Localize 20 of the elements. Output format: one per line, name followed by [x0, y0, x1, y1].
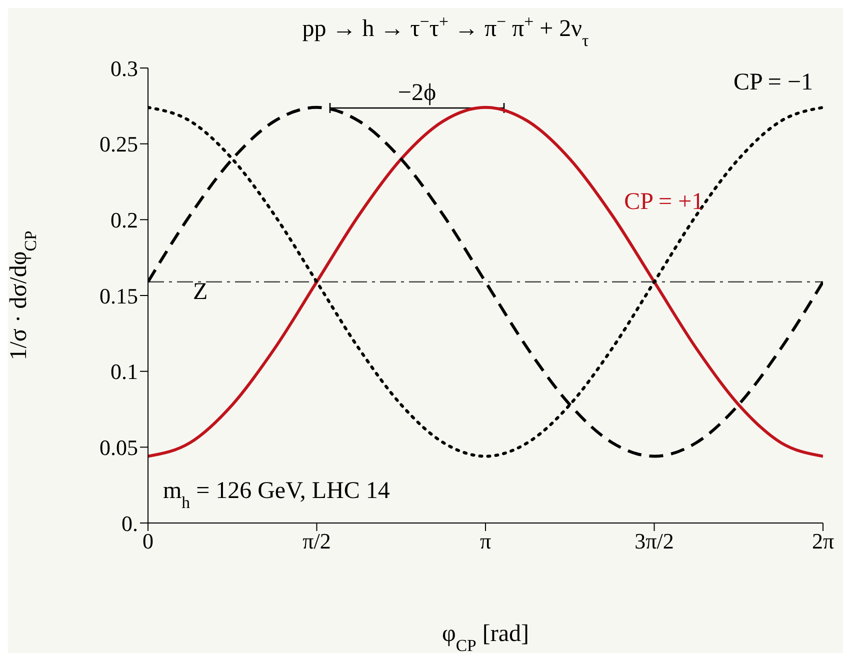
ref-line-label: Z [193, 278, 208, 305]
chart-title: pp → h → τ$^{−}$τ$^{+}$ → π$^{−}$ π$^{+}$ + 2ν$_{τ}$ [302, 12, 589, 50]
annotation: m$_{h}$ = 126 GeV, LHC 14 [163, 478, 390, 512]
y-tick-label: 0.2 [110, 207, 138, 232]
x-tick-label: 3π/2 [634, 528, 674, 554]
x-tick-label: π/2 [302, 528, 331, 554]
x-axis-title: φ$_{CP}$ [rad] [442, 621, 530, 654]
y-tick-label: 0.15 [100, 283, 138, 308]
x-tick-label: 2π [812, 528, 834, 554]
y-tick-label: 0. [122, 510, 138, 536]
annotation: −2ϕ [398, 80, 436, 106]
x-tick-label: π [480, 528, 492, 554]
x-tick-label: 0 [142, 528, 154, 554]
y-tick-label: 0.25 [100, 132, 138, 157]
y-tick-label: 0.3 [110, 56, 138, 81]
series-label: CP = +1 [624, 189, 704, 216]
y-tick-label: 0.05 [100, 434, 138, 460]
y-tick-label: 0.1 [110, 359, 138, 384]
bracket: −2ϕ [329, 80, 505, 114]
series-label: CP = −1 [733, 69, 813, 96]
